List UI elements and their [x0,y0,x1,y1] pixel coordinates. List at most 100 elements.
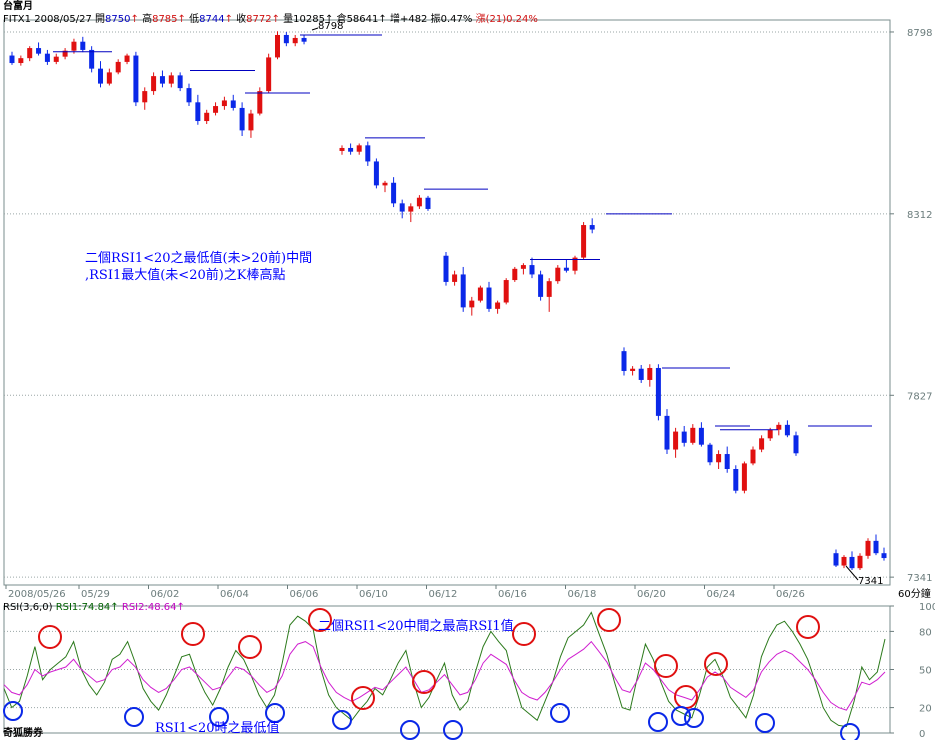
rsi1-line [3,611,886,728]
price-axis: 8798 8312 7827 7341 [890,28,932,584]
candle-body [292,37,298,44]
candle-body [503,280,509,303]
candle-body [106,72,112,84]
candle-body [512,268,518,281]
candle-body [133,55,139,103]
rsi-high-circle [512,622,536,646]
rsi-tick-label: 80 [919,627,932,638]
candle-body [529,265,535,275]
candle-body [408,206,414,212]
trough-price-label: 7341 [858,576,884,587]
rsi-high-circle [308,608,332,632]
rsi-low-circle [671,706,691,726]
candle-body [716,454,722,463]
candle-body [115,61,121,73]
timeframe-unit: 60分鐘 [898,589,931,600]
candle-body [339,147,345,151]
candle-body [356,145,362,152]
rsi2-legend: RSI2:48.64 [121,602,177,613]
rsi-tick-label: 20 [919,704,932,715]
candle-body [673,431,679,450]
candle-body [382,182,388,186]
candle-body [572,257,578,271]
candle-body [690,427,696,443]
candle-body [257,91,263,114]
rsi-low-circle [124,707,144,727]
candle-body [373,161,379,186]
candle-body [698,427,704,445]
rsi-grid [3,605,891,734]
candle-body [177,75,183,89]
price-tick-label: 8312 [907,210,932,221]
candle-body [416,197,422,207]
rsi-low-circle [840,723,860,740]
candle-body [563,267,569,271]
date-tick-label: 06/24 [707,589,736,600]
rsi-panel-label: RSI(3,6,0) [3,602,53,613]
low-label: 低 [189,14,200,25]
candle-body [486,287,492,309]
candle-body [443,255,449,282]
candle-body [365,145,371,162]
rsi-high-circle [597,608,621,632]
price-candles [9,27,887,581]
candle-body [733,469,739,491]
high-value: 8785 [152,14,178,25]
rsi-lines [3,611,886,728]
candle-body [857,555,863,569]
candle-body [44,53,50,62]
rsi-low-circle [400,720,420,740]
footer-brand: 奇狐勝券 [3,728,43,739]
date-tick-label: 06/02 [151,589,180,600]
candle-body [89,49,95,69]
candle-body [460,274,466,308]
rsi-high-circle [704,652,728,676]
date-tick-label: 05/29 [81,589,110,600]
candle-body [647,367,653,380]
quote-bar: FITX1 2008/05/27 開8750↑ 高8785↑ 低8744↑ 收8… [3,14,538,25]
date-tick-label: 06/18 [568,589,597,600]
date-tick-label: 06/06 [290,589,319,600]
candle-body [195,102,201,122]
oi-value: 58641 [346,14,379,25]
candle-body [71,41,77,51]
rsi-panel-legend: RSI(3,6,0) RSI1:74.84↑ RSI2:48.64↑ [3,602,185,613]
candle-body [767,429,773,439]
candle-body [681,431,687,443]
open-label: 開 [95,14,106,25]
rsi-high-circle [181,622,205,646]
candle-body [724,454,730,470]
candle-body [168,75,174,84]
peak-price-label: 8798 [318,21,344,32]
candle-body [750,449,756,464]
rsi-tick-label: 100 [919,602,935,613]
date-tick-label: 06/20 [637,589,666,600]
date-tick-label: 2008/05/26 [8,589,66,600]
candle-body [9,55,15,64]
rsi-low-circle [550,703,570,723]
candle-body [759,438,765,450]
rsi-circles [3,608,860,740]
candle-body [833,553,839,566]
high-label: 高 [142,14,153,25]
candle-body [159,76,165,84]
price-plot-border [3,19,891,586]
rsi-top-annotation: 二個RSI1<20中間之最高RSI1值 [318,619,514,634]
candle-body [98,68,103,84]
candle-body [62,50,68,57]
peak-leader [311,27,319,31]
candle-body [849,556,855,569]
inc-value: +482 [399,14,428,25]
rsi-low-circle [209,707,229,727]
main-annotation-line1: 二個RSI1<20之最低值(未>20前)中間 [85,251,313,266]
candle-body [275,34,280,58]
rsi-high-circle [351,686,375,710]
rsi-high-circle [238,635,262,659]
candle-body [239,107,245,131]
rsi-low-circle [3,701,23,721]
resistance-lines [53,34,872,431]
candle-body [707,444,713,463]
date-tick-label: 06/12 [429,589,458,600]
candle-body [36,48,42,54]
